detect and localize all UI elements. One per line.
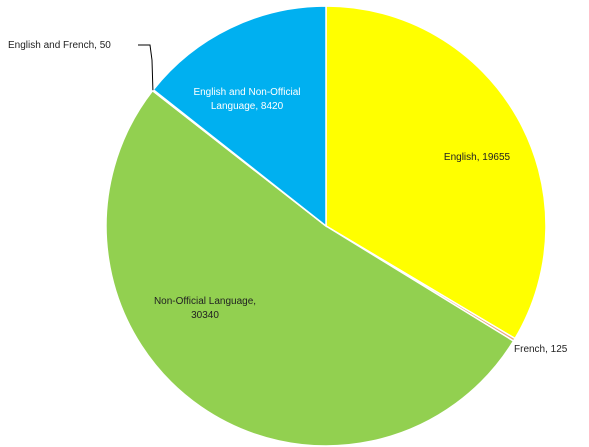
data-label-english-and-french: English and French, 50	[8, 40, 111, 51]
leader-line-english-and-french	[138, 44, 154, 91]
pie-slice-english	[325, 5, 547, 340]
data-label-english-and-non-official-language: English and Non-Official Language, 8420	[193, 87, 300, 112]
data-label-french: French, 125	[514, 344, 568, 355]
data-label-non-official-language: Non-Official Language, 30340	[154, 296, 256, 321]
data-label-english: English, 19655	[444, 152, 511, 163]
slice-labels: English, 19655 French, 125 Non-Official La…	[8, 40, 568, 355]
pie-slice-non-official-language	[105, 89, 515, 447]
leader-lines	[138, 44, 154, 91]
pie-slices	[105, 5, 547, 447]
cropped-title-area	[330, 0, 490, 2]
pie-slice-english-and-non-official-language	[152, 5, 327, 228]
